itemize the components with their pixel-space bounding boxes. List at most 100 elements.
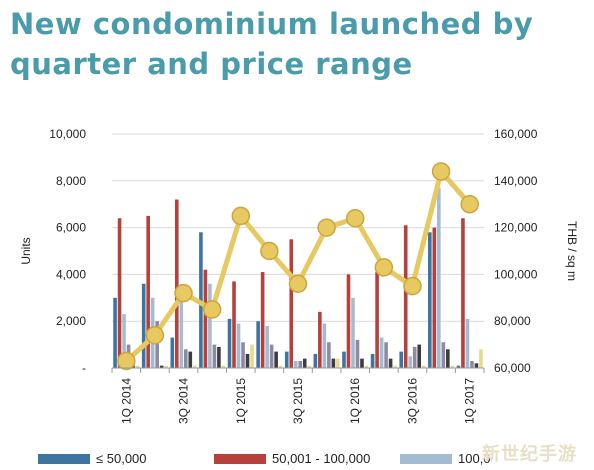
bar <box>113 297 117 368</box>
bar <box>450 365 455 368</box>
bar <box>355 339 360 368</box>
bar <box>360 358 364 368</box>
bar <box>384 342 388 368</box>
bar <box>331 358 336 368</box>
bar <box>456 365 461 368</box>
bar <box>461 218 465 368</box>
axes: - 2,000 4,000 6,000 8,000 10,000 60,000 80,000 1… <box>19 127 579 424</box>
y2-tick-label: 60,000 <box>494 361 531 375</box>
y2-tick-label: 160,000 <box>494 127 538 141</box>
bar <box>236 323 241 368</box>
bar <box>174 199 179 368</box>
price-point <box>345 208 365 228</box>
bar <box>370 353 375 368</box>
y2-tick-label: 140,000 <box>494 174 538 188</box>
bar <box>117 218 122 368</box>
price-point <box>460 194 479 214</box>
price-point <box>374 258 394 277</box>
bar <box>250 344 254 368</box>
price-point <box>403 276 422 296</box>
bar <box>403 225 408 368</box>
bar <box>412 346 417 368</box>
y-tick-label: 8,000 <box>56 174 86 188</box>
bar <box>474 363 479 368</box>
legend-item-50001-100000: 50,001 - 100,000 <box>214 451 370 466</box>
bar <box>164 365 168 368</box>
price-point <box>231 206 251 226</box>
bar <box>155 321 159 368</box>
bar <box>465 318 470 368</box>
bars <box>113 187 483 368</box>
bar <box>346 274 351 368</box>
bar <box>327 342 331 368</box>
bar <box>122 314 126 368</box>
bar <box>428 232 432 368</box>
bar <box>221 365 226 368</box>
x-tick-label: 1Q 2017 <box>463 378 477 424</box>
bar <box>217 346 221 368</box>
bar <box>298 360 303 368</box>
y2-axis-title: THB / sq m <box>565 221 579 281</box>
chart-title: New condominium launched by quarter and … <box>10 4 590 84</box>
bar <box>241 342 245 368</box>
bar <box>227 318 232 368</box>
legend-label: 50,001 - 100,000 <box>272 451 371 466</box>
y-axis-title: Units <box>19 237 33 264</box>
bar <box>421 365 426 368</box>
legend-label: 100,0 <box>458 451 491 466</box>
legend-item-le-50000: ≤ 50,000 <box>38 451 147 466</box>
bar <box>141 283 146 368</box>
price-point <box>174 283 193 303</box>
bar <box>256 321 260 368</box>
chart-title-line-1: New condominium launched by <box>10 7 534 41</box>
price-point <box>317 218 336 237</box>
bar <box>199 232 203 368</box>
bar <box>188 351 193 368</box>
price-point <box>431 162 451 181</box>
bar <box>284 351 289 368</box>
legend-swatch <box>38 453 90 464</box>
bar <box>170 337 175 368</box>
legend-swatch <box>214 453 266 464</box>
y-tick-label: 6,000 <box>56 221 86 235</box>
bar <box>135 365 140 368</box>
bar <box>388 358 393 368</box>
bar <box>417 344 422 368</box>
bar <box>342 351 346 368</box>
legend-item-100000-plus: 100,0 <box>400 451 491 466</box>
bar <box>313 353 318 368</box>
bar <box>159 365 164 368</box>
x-tick-label: 3Q 2014 <box>177 378 191 424</box>
legend-swatch <box>400 453 452 464</box>
y-tick-label: 10,000 <box>49 127 86 141</box>
bar <box>399 351 404 368</box>
bar <box>245 353 250 368</box>
legend-label: ≤ 50,000 <box>96 451 147 466</box>
bar <box>379 337 384 368</box>
price-point <box>288 274 308 294</box>
y-tick-label: - <box>82 361 86 375</box>
bar <box>408 356 413 368</box>
bar <box>432 227 437 368</box>
bar <box>146 215 150 368</box>
bar <box>302 358 307 368</box>
y2-tick-label: 100,000 <box>494 267 538 281</box>
chart-title-line-2: quarter and price range <box>10 47 413 81</box>
bar <box>318 311 322 368</box>
bar <box>183 349 188 368</box>
price-point <box>260 241 279 261</box>
bar <box>212 344 217 368</box>
bar <box>289 239 294 368</box>
y2-tick-label: 120,000 <box>494 221 538 235</box>
bar <box>364 365 369 368</box>
watermark-text: 新世纪手游 <box>482 444 577 465</box>
bar <box>375 272 379 368</box>
price-line <box>117 162 479 371</box>
y2-tick-label: 80,000 <box>494 314 531 328</box>
bar <box>260 272 265 368</box>
bar <box>274 351 278 368</box>
bar <box>446 349 450 368</box>
x-tick-label: 3Q 2015 <box>291 378 305 424</box>
bar <box>278 365 283 368</box>
bar <box>470 360 474 368</box>
